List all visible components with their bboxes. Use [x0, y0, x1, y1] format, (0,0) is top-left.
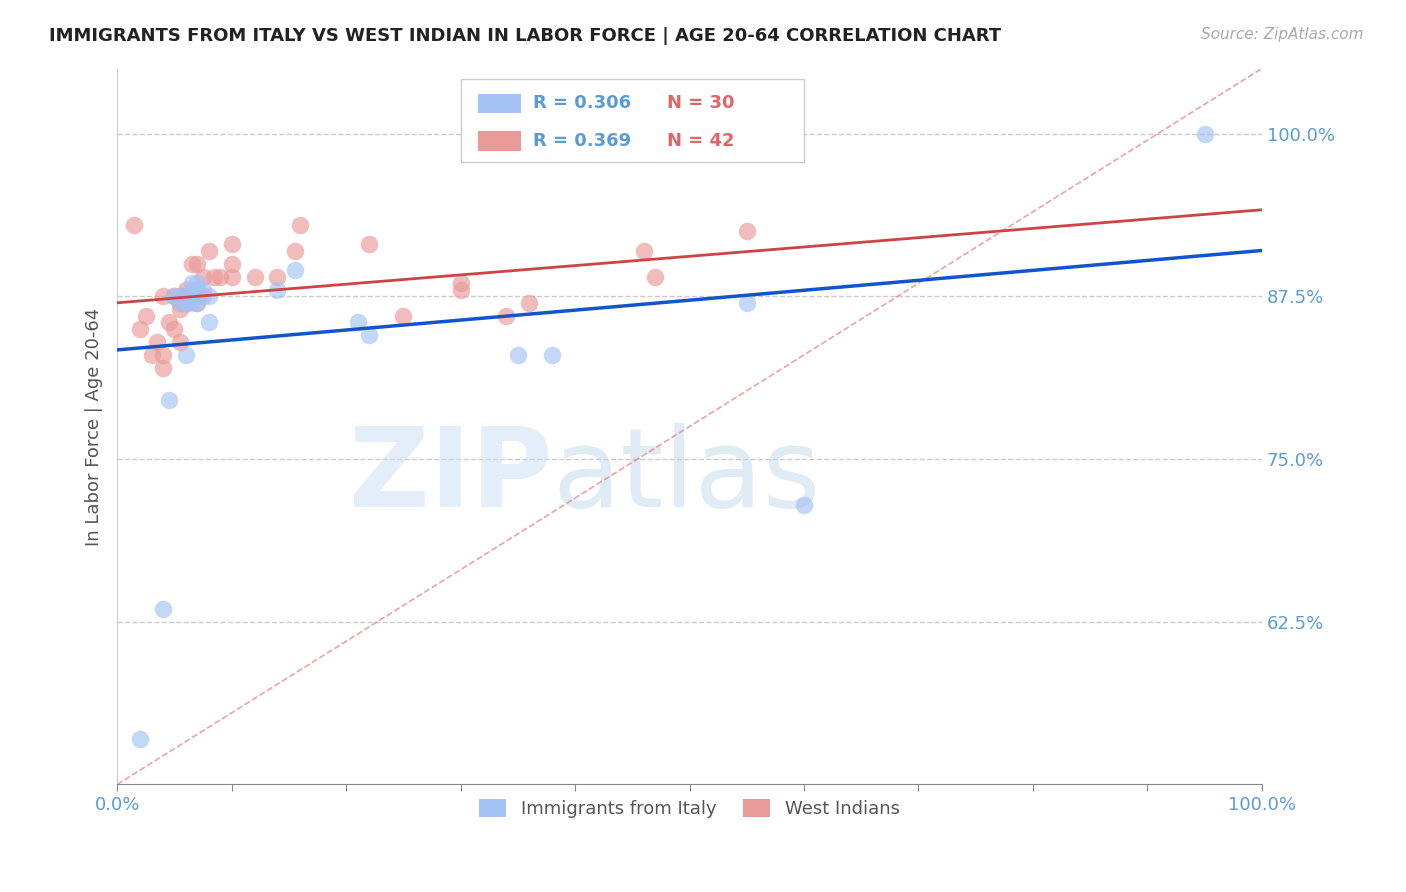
- Point: [266, 269, 288, 284]
- FancyBboxPatch shape: [461, 79, 804, 161]
- Point: [243, 269, 266, 284]
- Point: [290, 218, 312, 232]
- Text: ZIP: ZIP: [349, 423, 553, 530]
- FancyBboxPatch shape: [478, 131, 522, 151]
- Point: [186, 283, 208, 297]
- Point: [186, 295, 208, 310]
- Legend: Immigrants from Italy, West Indians: Immigrants from Italy, West Indians: [472, 792, 907, 825]
- Point: [174, 289, 197, 303]
- Text: atlas: atlas: [553, 423, 821, 530]
- Point: [169, 289, 191, 303]
- Point: [180, 289, 202, 303]
- Point: [284, 244, 307, 258]
- Point: [221, 269, 243, 284]
- Point: [169, 295, 191, 310]
- Point: [152, 360, 174, 375]
- Point: [284, 263, 307, 277]
- Point: [541, 348, 564, 362]
- Text: R = 0.369: R = 0.369: [533, 132, 631, 150]
- Point: [186, 257, 208, 271]
- Point: [197, 289, 219, 303]
- Point: [157, 393, 180, 408]
- Point: [174, 295, 197, 310]
- Text: N = 30: N = 30: [666, 95, 734, 112]
- Point: [174, 283, 197, 297]
- Point: [169, 334, 191, 349]
- Point: [209, 269, 232, 284]
- Text: Source: ZipAtlas.com: Source: ZipAtlas.com: [1201, 27, 1364, 42]
- Point: [191, 289, 214, 303]
- Point: [506, 348, 529, 362]
- Point: [174, 348, 197, 362]
- Point: [735, 295, 758, 310]
- Point: [169, 295, 191, 310]
- Point: [191, 283, 214, 297]
- FancyBboxPatch shape: [478, 94, 522, 113]
- Point: [152, 601, 174, 615]
- Point: [129, 731, 152, 746]
- Point: [495, 309, 517, 323]
- Point: [204, 269, 226, 284]
- Point: [174, 289, 197, 303]
- Point: [357, 237, 380, 252]
- Point: [163, 289, 186, 303]
- Point: [124, 218, 146, 232]
- Point: [180, 257, 202, 271]
- Point: [1194, 127, 1216, 141]
- Point: [793, 498, 815, 512]
- Point: [129, 322, 152, 336]
- Point: [357, 328, 380, 343]
- Y-axis label: In Labor Force | Age 20-64: In Labor Force | Age 20-64: [86, 308, 103, 546]
- Point: [152, 289, 174, 303]
- Point: [191, 269, 214, 284]
- Point: [146, 334, 169, 349]
- Point: [221, 257, 243, 271]
- Point: [186, 289, 208, 303]
- Point: [157, 315, 180, 329]
- Point: [163, 289, 186, 303]
- Point: [141, 348, 163, 362]
- Point: [735, 224, 758, 238]
- Point: [186, 277, 208, 291]
- Point: [163, 322, 186, 336]
- Text: IMMIGRANTS FROM ITALY VS WEST INDIAN IN LABOR FORCE | AGE 20-64 CORRELATION CHAR: IMMIGRANTS FROM ITALY VS WEST INDIAN IN …: [49, 27, 1001, 45]
- Point: [517, 295, 540, 310]
- Point: [169, 289, 191, 303]
- Point: [180, 277, 202, 291]
- Point: [169, 302, 191, 317]
- Point: [152, 348, 174, 362]
- Point: [450, 283, 472, 297]
- Text: R = 0.306: R = 0.306: [533, 95, 631, 112]
- Point: [180, 295, 202, 310]
- Point: [174, 295, 197, 310]
- Point: [346, 315, 368, 329]
- Point: [180, 283, 202, 297]
- Point: [450, 277, 472, 291]
- Point: [266, 283, 288, 297]
- Point: [221, 237, 243, 252]
- Point: [197, 244, 219, 258]
- Point: [186, 295, 208, 310]
- Text: N = 42: N = 42: [666, 132, 734, 150]
- Point: [392, 309, 415, 323]
- Point: [180, 289, 202, 303]
- Point: [197, 315, 219, 329]
- Point: [633, 244, 655, 258]
- Point: [644, 269, 666, 284]
- Point: [135, 309, 157, 323]
